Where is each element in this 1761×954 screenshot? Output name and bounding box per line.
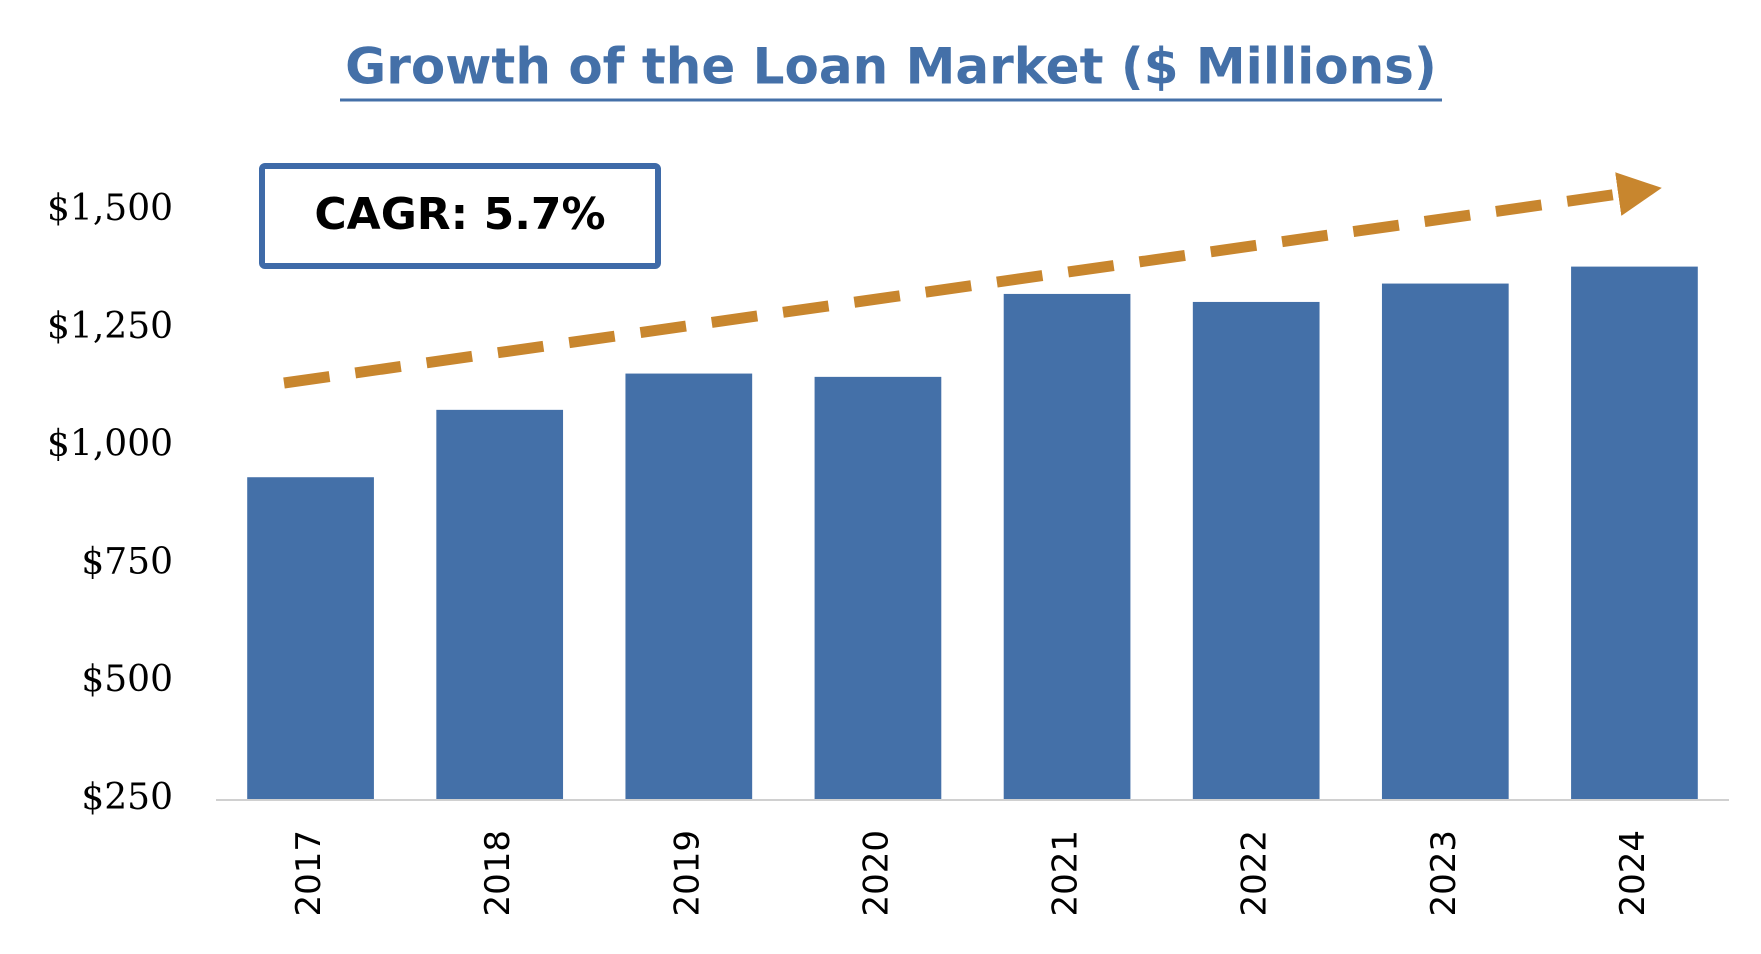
x-tick-label: 2023 <box>1424 830 1464 917</box>
bar <box>1381 283 1509 800</box>
y-tick-label: $1,500 <box>47 188 173 229</box>
bar <box>436 409 564 800</box>
bar <box>625 373 753 800</box>
y-tick-label: $1,250 <box>47 306 173 347</box>
bar <box>247 477 374 800</box>
x-tick-label: 2021 <box>1046 830 1086 917</box>
y-tick-label: $250 <box>81 777 173 818</box>
trend-arrow <box>283 172 1662 389</box>
y-tick-label: $500 <box>81 659 173 700</box>
y-tick-label: $1,000 <box>47 424 173 465</box>
x-tick-label: 2024 <box>1613 830 1653 917</box>
annotation-box <box>259 163 661 269</box>
bar <box>1571 266 1698 801</box>
chart-title: Growth of the Loan Market ($ Millions) <box>345 38 1437 96</box>
annotation: CAGR: 5.7% <box>314 189 605 240</box>
x-tick-label: 2018 <box>478 830 518 917</box>
bar <box>1192 301 1320 800</box>
bar <box>1003 293 1131 800</box>
x-tick-label: 2017 <box>289 830 329 917</box>
x-tick-label: 2022 <box>1235 830 1275 917</box>
x-tick-label: 2019 <box>667 830 707 917</box>
y-tick-label: $750 <box>81 541 173 582</box>
x-tick-label: 2020 <box>856 830 896 917</box>
bar <box>814 376 942 800</box>
